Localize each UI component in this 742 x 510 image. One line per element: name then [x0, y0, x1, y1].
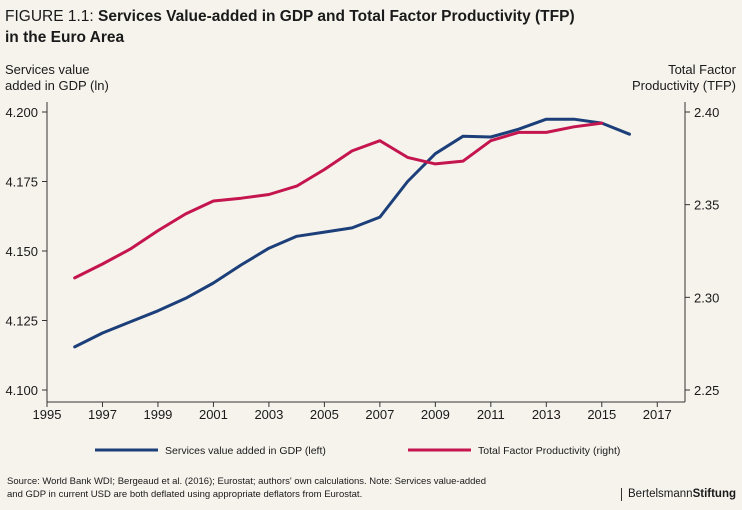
x-tick-label: 2013 [532, 407, 561, 422]
x-tick-label: 2003 [254, 407, 283, 422]
tfp-data-point [517, 131, 520, 134]
x-tick-label: 2017 [643, 407, 672, 422]
x-tick-label: 1997 [88, 407, 117, 422]
tfp-data-point [101, 262, 104, 265]
figure-label: FIGURE 1.1: [5, 8, 99, 25]
tfp-data-point [573, 125, 576, 128]
right-tick-label: 2.30 [694, 290, 719, 305]
left-tick-label: 4.150 [5, 244, 38, 259]
tfp-data-point [351, 149, 354, 152]
brand-logo: BertelsmannStiftung [621, 488, 736, 501]
tfp-data-point [212, 199, 215, 202]
tfp-data-point [406, 156, 409, 159]
right-axis-label: Total Factor Productivity (TFP) [576, 62, 736, 94]
tfp-data-point [323, 168, 326, 171]
tfp-data-point [240, 197, 243, 200]
services-data-point [240, 263, 243, 266]
services-data-point [573, 118, 576, 121]
x-tick-label: 2015 [587, 407, 616, 422]
services-data-point [545, 118, 548, 121]
right-axis-label-line-2: Productivity (TFP) [631, 78, 736, 93]
left-tick-label: 4.200 [5, 105, 38, 120]
tfp-data-point [489, 139, 492, 142]
title-line-1: Services Value-added in GDP and Total Fa… [98, 8, 575, 25]
tfp-data-point [378, 139, 381, 142]
tfp-data-point [129, 248, 132, 251]
tfp-data-point [295, 185, 298, 188]
services-data-point [351, 226, 354, 229]
legend-label-tfp: Total Factor Productivity (right) [478, 445, 620, 457]
brand-bold: Stiftung [692, 488, 736, 500]
left-axis-label-line-2: added in GDP (ln) [5, 78, 109, 93]
brand-regular: Bertelsmann [628, 488, 693, 500]
services-data-point [129, 320, 132, 323]
left-axis-label: Services value added in GDP (ln) [5, 62, 165, 94]
tfp-data-point [545, 131, 548, 134]
services-data-point [212, 281, 215, 284]
tfp-data-point [462, 160, 465, 163]
services-data-point [73, 345, 76, 348]
tfp-data-point [184, 212, 187, 215]
tfp-data-point [267, 193, 270, 196]
legend: Services value added in GDP (left) Total … [95, 445, 620, 457]
source-line-1: Source: World Bank WDI; Bergeaud et al. … [7, 476, 486, 487]
x-tick-label: 2005 [310, 407, 339, 422]
x-tick-label: 2001 [199, 407, 228, 422]
services-data-point [378, 216, 381, 219]
left-tick-label: 4.100 [5, 383, 38, 398]
services-data-point [406, 180, 409, 183]
tfp-data-point [434, 162, 437, 165]
right-tick-label: 2.40 [694, 105, 719, 120]
services-data-point [295, 235, 298, 238]
services-data-point [628, 133, 631, 136]
services-series-line [73, 117, 631, 349]
legend-label-services: Services value added in GDP (left) [165, 445, 326, 457]
services-data-point [462, 135, 465, 138]
services-data-point [489, 136, 492, 139]
left-tick-label: 4.125 [5, 314, 38, 329]
axes [42, 102, 690, 407]
right-tick-label: 2.25 [694, 383, 719, 398]
services-data-point [184, 297, 187, 300]
services-data-point [323, 231, 326, 234]
services-data-point [434, 152, 437, 155]
title-line-2: in the Euro Area [5, 29, 125, 46]
source-note: Source: World Bank WDI; Bergeaud et al. … [7, 476, 567, 501]
chart-title: FIGURE 1.1: Services Value-added in GDP … [5, 6, 705, 48]
series-lines [73, 117, 631, 349]
services-data-point [517, 128, 520, 131]
right-tick-label: 2.35 [694, 198, 719, 213]
services-data-point [156, 309, 159, 312]
tick-labels: 4.100 4.125 4.150 4.175 4.200 2.25 2.30 2.35 2.4… [5, 105, 719, 422]
x-tick-label: 2011 [477, 407, 505, 422]
tfp-data-point [73, 276, 76, 279]
services-data-point [101, 332, 104, 335]
x-tick-label: 2007 [365, 407, 394, 422]
left-axis-label-line-1: Services value [5, 62, 90, 77]
tfp-data-point [600, 122, 603, 125]
tfp-data-point [156, 229, 159, 232]
tfp-series-line [73, 121, 604, 280]
left-tick-label: 4.175 [5, 175, 38, 190]
x-tick-label: 2009 [421, 407, 450, 422]
source-line-2: and GDP in current USD are both deflated… [7, 488, 363, 500]
services-data-point [267, 247, 270, 250]
x-tick-label: 1995 [33, 407, 62, 422]
right-axis-label-line-1: Total Factor [668, 62, 736, 77]
x-tick-label: 1999 [143, 407, 172, 422]
